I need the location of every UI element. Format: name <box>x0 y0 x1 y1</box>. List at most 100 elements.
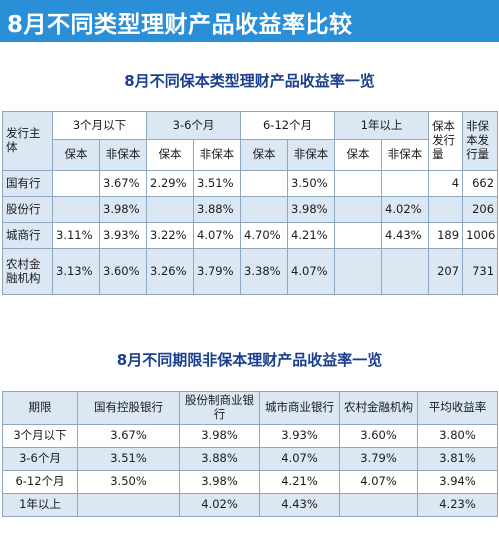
yield-cell: 4.07% <box>339 470 418 494</box>
yield-cell: 3.22% <box>146 222 195 249</box>
table2-title: 8月不同期限非保本理财产品收益率一览 <box>116 351 383 369</box>
table-row: 股份行 3.98% 3.88% 3.98% 4.02% 206 <box>2 196 499 223</box>
yield-cell: 3.94% <box>417 470 498 494</box>
table-row: 城商行 3.11% 3.93% 3.22% 4.07% 4.70% 4.21% … <box>2 222 499 249</box>
sub-header-guaranteed: 保本 <box>240 139 289 171</box>
guaranteed-count-cell <box>428 196 464 223</box>
table-row: 6-12个月 3.50% 3.98% 4.21% 4.07% 3.94% <box>2 470 498 494</box>
yield-cell: 4.43% <box>259 493 340 517</box>
yield-cell <box>381 248 430 295</box>
rural-institution-header: 农村金融机构 <box>339 391 418 425</box>
yield-cell: 4.07% <box>193 222 242 249</box>
yield-cell <box>240 196 289 223</box>
yield-cell: 3.88% <box>179 447 260 471</box>
yield-cell: 3.79% <box>193 248 242 295</box>
period-header-lt3m: 3个月以下 <box>51 111 148 140</box>
issuer-cell: 农村金融机构 <box>2 248 53 295</box>
title-banner: 8月不同类型理财产品收益率比较 <box>0 0 499 42</box>
issuer-cell: 城商行 <box>2 222 53 249</box>
yield-cell: 3.60% <box>98 248 148 295</box>
sub-header-nonguaranteed: 非保本 <box>98 139 148 171</box>
yield-cell: 2.29% <box>146 170 195 197</box>
yield-cell: 4.02% <box>179 493 260 517</box>
yield-cell <box>240 170 289 197</box>
yield-cell: 3.38% <box>240 248 289 295</box>
sub-header-guaranteed: 保本 <box>52 139 100 171</box>
yield-cell <box>381 170 430 197</box>
yield-cell <box>334 222 383 249</box>
term-cell: 1年以上 <box>2 493 78 517</box>
yield-cell: 3.60% <box>339 424 418 448</box>
yield-cell: 3.93% <box>259 424 340 448</box>
table-row: 3个月以下 3.67% 3.98% 3.93% 3.60% 3.80% <box>2 424 498 448</box>
guaranteed-count-header: 保本发行量 <box>428 111 464 171</box>
city-bank-header: 城市商业银行 <box>259 391 340 425</box>
sub-header-nonguaranteed: 非保本 <box>193 139 242 171</box>
table-row: 农村金融机构 3.13% 3.60% 3.26% 3.79% 3.38% 4.0… <box>2 248 499 295</box>
period-header-6-12m: 6-12个月 <box>240 111 336 140</box>
nonguaranteed-count-header: 非保本发行量 <box>462 111 499 171</box>
term-cell: 3个月以下 <box>2 424 78 448</box>
table1-title: 8月不同保本类型理财产品收益率一览 <box>124 72 375 90</box>
yield-cell: 3.98% <box>179 470 260 494</box>
guaranteed-count-cell: 189 <box>428 222 464 249</box>
nonguaranteed-count-cell: 662 <box>462 170 499 197</box>
period-header-gt1y: 1年以上 <box>334 111 430 140</box>
issuer-cell: 国有行 <box>2 170 53 197</box>
guaranteed-count-cell: 207 <box>428 248 464 295</box>
table1-subheader-row: 保本 非保本 保本 非保本 保本 非保本 保本 非保本 <box>3 139 498 171</box>
yield-cell <box>334 248 383 295</box>
sub-header-nonguaranteed: 非保本 <box>381 139 430 171</box>
term-cell: 6-12个月 <box>2 470 78 494</box>
yield-cell <box>339 493 418 517</box>
table-row: 国有行 3.67% 2.29% 3.51% 3.50% 4 662 <box>2 170 499 197</box>
issuer-cell: 股份行 <box>2 196 53 223</box>
sub-header-guaranteed: 保本 <box>334 139 383 171</box>
yield-cell: 3.93% <box>98 222 148 249</box>
page-title: 8月不同类型理财产品收益率比较 <box>7 12 353 38</box>
yield-cell <box>52 170 100 197</box>
issuer-header: 发行主体 <box>2 111 53 171</box>
yield-cell <box>334 196 383 223</box>
yield-cell: 3.26% <box>146 248 195 295</box>
table1-header-row: 发行主体 3个月以下 3-6个月 6-12个月 1年以上 保本发行量 非保本发行… <box>2 111 499 171</box>
period-header-3-6m: 3-6个月 <box>146 111 242 140</box>
term-header: 期限 <box>2 391 78 425</box>
term-cell: 3-6个月 <box>2 447 78 471</box>
sub-header-nonguaranteed: 非保本 <box>287 139 336 171</box>
yield-cell: 4.23% <box>417 493 498 517</box>
guarantee-type-yield-table: 发行主体 3个月以下 3-6个月 6-12个月 1年以上 保本发行量 非保本发行… <box>2 111 499 295</box>
yield-cell: 3.13% <box>52 248 100 295</box>
yield-cell: 4.43% <box>381 222 430 249</box>
average-yield-header: 平均收益率 <box>417 391 498 425</box>
nonguaranteed-count-cell: 1006 <box>462 222 499 249</box>
yield-cell: 3.79% <box>339 447 418 471</box>
sub-header-guaranteed: 保本 <box>146 139 195 171</box>
yield-cell: 3.67% <box>98 170 148 197</box>
table-row: 3-6个月 3.51% 3.88% 4.07% 3.79% 3.81% <box>2 447 498 471</box>
table-row: 1年以上 4.02% 4.43% 4.23% <box>2 493 498 517</box>
yield-cell: 3.80% <box>417 424 498 448</box>
yield-cell: 3.98% <box>98 196 148 223</box>
yield-cell <box>77 493 180 517</box>
yield-cell: 3.51% <box>193 170 242 197</box>
yield-cell: 3.11% <box>52 222 100 249</box>
yield-cell: 3.51% <box>77 447 180 471</box>
joint-stock-bank-header: 股份制商业银行 <box>179 391 260 425</box>
yield-cell: 4.21% <box>287 222 336 249</box>
yield-cell: 3.98% <box>287 196 336 223</box>
yield-cell: 3.67% <box>77 424 180 448</box>
yield-cell: 4.02% <box>381 196 430 223</box>
yield-cell: 3.81% <box>417 447 498 471</box>
term-yield-table: 期限 国有控股银行 股份制商业银行 城市商业银行 农村金融机构 平均收益率 3个… <box>2 391 498 517</box>
yield-cell: 3.50% <box>287 170 336 197</box>
yield-cell <box>334 170 383 197</box>
guaranteed-count-cell: 4 <box>428 170 464 197</box>
yield-cell <box>146 196 195 223</box>
yield-cell: 4.07% <box>287 248 336 295</box>
yield-cell: 4.70% <box>240 222 289 249</box>
table2-header-row: 期限 国有控股银行 股份制商业银行 城市商业银行 农村金融机构 平均收益率 <box>2 391 498 425</box>
yield-cell: 3.50% <box>77 470 180 494</box>
state-bank-header: 国有控股银行 <box>77 391 180 425</box>
yield-cell: 3.98% <box>179 424 260 448</box>
